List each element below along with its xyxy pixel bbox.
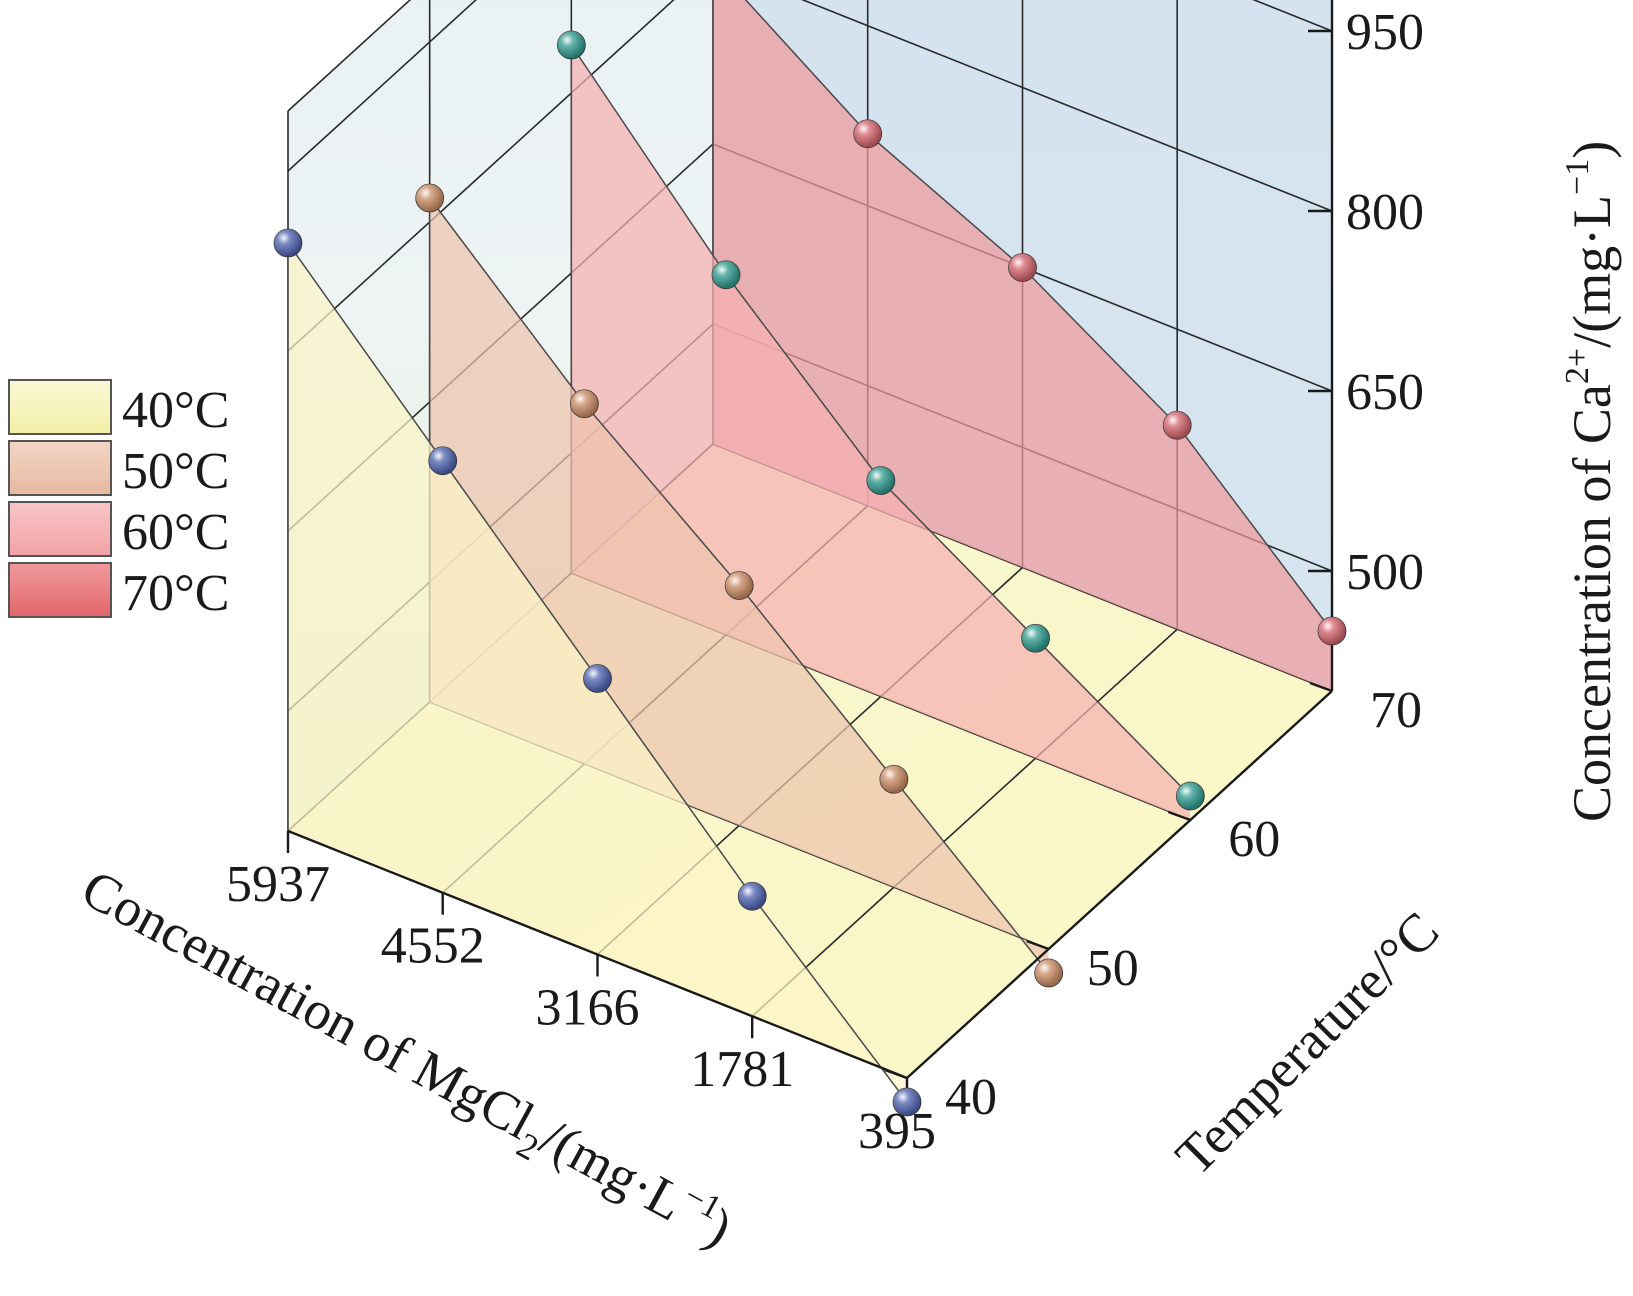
data-point-shine <box>725 571 754 600</box>
data-point-50 <box>1034 958 1064 988</box>
y-tick-label: 50 <box>1087 940 1139 997</box>
data-point-40 <box>737 881 767 911</box>
x-axis-ticks: 5937 4552 3166 1781 395 <box>226 856 936 1160</box>
data-point-shine <box>866 466 895 495</box>
x-floor-gridline <box>751 628 1178 1017</box>
data-point-50 <box>879 764 909 794</box>
data-point-shine <box>583 664 612 693</box>
data-point-shine <box>1034 959 1063 987</box>
data-point-40 <box>428 446 458 476</box>
data-point-60 <box>1175 781 1205 811</box>
z-tick-label: 650 <box>1346 364 1424 421</box>
legend-swatch-50 <box>8 440 112 496</box>
y-axis-line <box>906 690 1333 1079</box>
y-tick-mark <box>1309 681 1333 693</box>
data-point-shine <box>853 119 882 148</box>
x-tick-label: 1781 <box>690 1041 794 1098</box>
y-tick-label: 40 <box>945 1069 997 1126</box>
z-tick-label: 950 <box>1346 4 1424 61</box>
data-point-shine <box>712 260 741 289</box>
data-point-50 <box>569 389 599 419</box>
z-tick-label: 500 <box>1346 544 1424 601</box>
data-point-70 <box>1008 253 1037 282</box>
data-point-60 <box>556 30 586 60</box>
data-markers <box>273 30 1347 1117</box>
legend-label-60: 60°C <box>122 504 229 561</box>
y-axis-ticks: 40 50 60 70 <box>945 682 1422 1126</box>
data-point-40 <box>583 664 612 693</box>
data-point-70 <box>1317 616 1347 646</box>
data-point-shine <box>1021 624 1050 653</box>
data-point-shine <box>1176 782 1205 810</box>
legend-label-40: 40°C <box>122 382 229 439</box>
y-tick-label: 60 <box>1228 811 1280 868</box>
x-tick-label: 395 <box>858 1103 936 1160</box>
legend-swatch-40 <box>8 379 112 435</box>
data-point-shine <box>1318 617 1346 645</box>
z-tick-label: 800 <box>1346 184 1424 241</box>
y-axis-title: Temperature/°C <box>1164 900 1450 1186</box>
box-edge <box>287 0 412 112</box>
legend: 40°C 50°C 60°C 70°C <box>8 379 229 622</box>
y-tick-mark <box>1167 810 1191 822</box>
data-point-50 <box>415 183 445 213</box>
x-tick-label: 4552 <box>381 918 485 975</box>
legend-label-50: 50°C <box>122 443 229 500</box>
data-point-50 <box>724 571 754 600</box>
x-tick-label: 3166 <box>536 980 640 1037</box>
data-point-shine <box>570 389 599 418</box>
data-point-shine <box>557 31 586 59</box>
data-point-60 <box>1021 623 1050 653</box>
chart-axes <box>286 0 1334 1100</box>
data-point-shine <box>1163 411 1192 440</box>
y-tick-label: 70 <box>1370 682 1422 739</box>
z-axis-ticks: 500 650 800 950 <box>1346 4 1424 601</box>
data-point-70 <box>853 119 883 149</box>
data-point-shine <box>893 1088 921 1116</box>
ribbon-40 <box>288 243 907 1102</box>
data-point-60 <box>711 260 741 290</box>
data-point-shine <box>415 184 444 212</box>
data-point-shine <box>738 882 767 911</box>
ribbon-70 <box>713 0 1332 691</box>
y-tick-mark <box>1026 939 1050 951</box>
data-point-60 <box>866 466 896 495</box>
data-point-shine <box>428 446 457 475</box>
data-point-40 <box>892 1087 922 1117</box>
data-point-70 <box>1162 410 1192 440</box>
legend-swatch-60 <box>8 501 112 557</box>
legend-label-70: 70°C <box>122 565 229 622</box>
y-tick-mark <box>884 1068 908 1080</box>
legend-swatch-70 <box>8 562 112 618</box>
data-point-40 <box>273 228 303 258</box>
z-axis-title: Concentration of Ca2+/(mg·L−1) <box>1559 141 1622 822</box>
data-point-shine <box>1008 253 1037 282</box>
x-tick-label: 5937 <box>226 856 330 913</box>
data-point-shine <box>274 229 302 257</box>
data-point-shine <box>879 765 908 794</box>
